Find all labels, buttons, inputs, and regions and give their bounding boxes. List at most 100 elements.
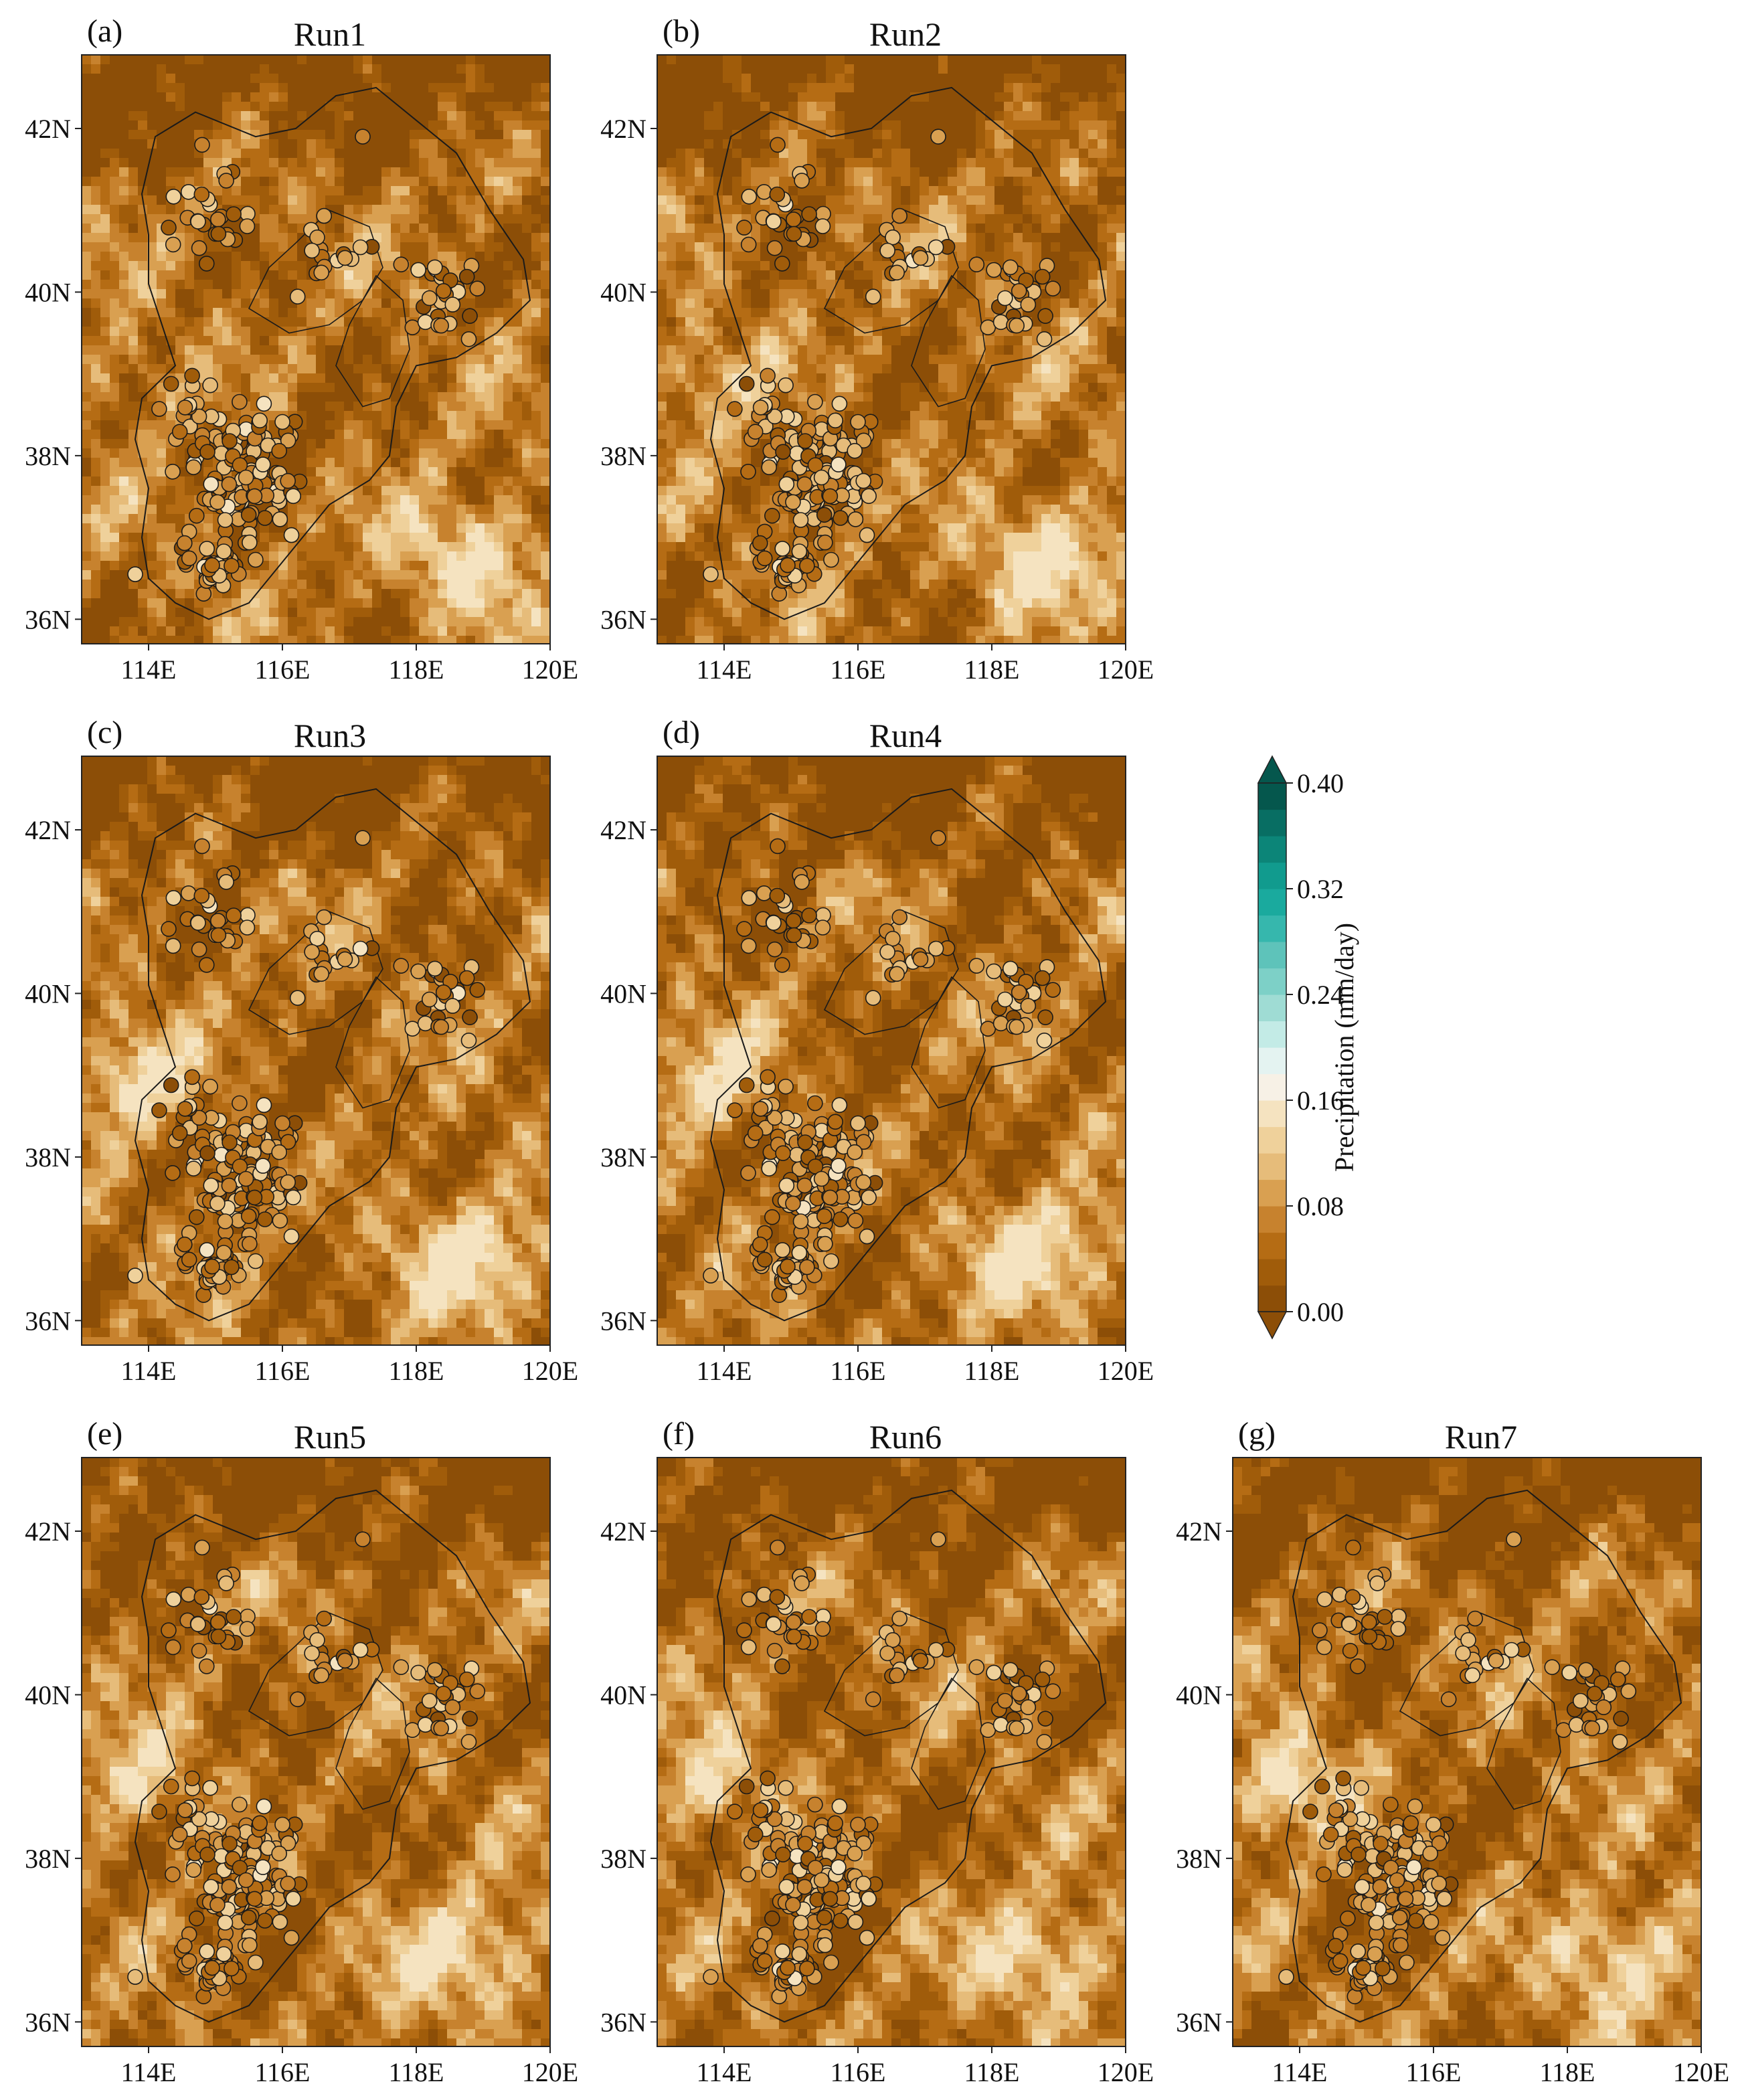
station-marker [847, 1845, 863, 1862]
lon-tick-label: 114E [697, 654, 752, 685]
lon-tick-label: 120E [1098, 654, 1154, 685]
station-marker [770, 1539, 786, 1556]
station-marker [444, 1699, 461, 1715]
station-marker [885, 229, 901, 246]
station-marker [792, 1915, 809, 1931]
station-marker [823, 1954, 839, 1971]
station-marker [1377, 1609, 1393, 1625]
station-marker [195, 586, 212, 602]
tianjin-boundary [911, 274, 986, 408]
station-marker [202, 377, 218, 393]
station-marker [1403, 1815, 1419, 1832]
station-marker [1434, 1929, 1451, 1946]
station-marker [774, 1943, 790, 1959]
lat-tick-label: 36N [600, 2007, 646, 2037]
station-marker [766, 1616, 782, 1632]
station-marker [1407, 1913, 1424, 1929]
station-marker [771, 1988, 788, 2005]
map-panel-3: 114E 116E 118E 120E 36N 38N 40N 42N (c) Run3 [25, 715, 578, 1386]
station-marker [191, 941, 207, 958]
station-marker [1383, 1860, 1399, 1876]
station-marker [460, 331, 477, 347]
station-marker [1036, 1733, 1053, 1750]
station-marker [410, 963, 426, 980]
station-marker [165, 1164, 181, 1181]
colorbar-tick-label: 0.32 [1297, 874, 1344, 904]
station-marker [1572, 1692, 1589, 1709]
station-marker [968, 1659, 985, 1676]
station-marker [199, 444, 215, 460]
station-marker [740, 1866, 756, 1883]
station-marker [801, 1609, 817, 1625]
panel-title: Run5 [294, 1418, 366, 1456]
station-marker [992, 314, 1009, 331]
station-marker [816, 1909, 833, 1926]
station-marker [161, 220, 177, 236]
colorbar-tick-label: 0.24 [1297, 980, 1344, 1010]
station-marker [458, 1671, 475, 1688]
station-marker [889, 966, 905, 982]
station-marker [210, 226, 227, 242]
station-marker [774, 256, 790, 272]
station-marker [1351, 1846, 1367, 1863]
station-marker [831, 456, 847, 472]
station-marker [761, 1862, 777, 1878]
station-marker [1584, 1720, 1601, 1737]
station-marker [232, 1095, 248, 1112]
lon-tick-label: 114E [697, 2057, 752, 2087]
lon-tick-label: 120E [1098, 1356, 1154, 1386]
station-marker [177, 1802, 193, 1818]
station-marker [189, 1209, 205, 1225]
precipitation-field [82, 55, 550, 644]
station-marker [222, 433, 238, 449]
station-marker [252, 412, 268, 429]
station-marker [184, 1770, 200, 1787]
station-marker [794, 874, 810, 890]
station-marker [794, 1575, 810, 1591]
station-marker [193, 186, 210, 203]
station-marker [740, 236, 757, 253]
station-marker [1436, 1891, 1453, 1907]
station-marker [847, 1213, 864, 1229]
station-marker [1354, 1878, 1371, 1895]
station-marker [1345, 1539, 1361, 1556]
station-marker [161, 921, 177, 937]
lon-tick-label: 120E [522, 654, 578, 685]
station-marker [817, 1937, 833, 1953]
station-markers [703, 1531, 1061, 2005]
station-marker [1620, 1683, 1637, 1700]
station-marker [831, 396, 848, 412]
station-marker [316, 909, 333, 926]
station-marker [460, 1733, 477, 1750]
station-marker [912, 1652, 929, 1669]
colorbar-label: Precipitation (mm/day) [1329, 923, 1359, 1172]
station-marker [756, 1587, 772, 1603]
station-marker [246, 1189, 263, 1206]
station-marker [766, 213, 782, 230]
colorbar-swatch [1258, 783, 1286, 810]
station-marker [807, 1796, 823, 1813]
province-boundary [709, 788, 1107, 1322]
station-marker [796, 476, 813, 493]
station-marker [785, 1897, 801, 1913]
station-marker [756, 1953, 773, 1970]
station-marker [1037, 1009, 1053, 1026]
station-marker [232, 1158, 248, 1174]
station-marker [1506, 1531, 1522, 1547]
panel-letter: (d) [663, 715, 700, 750]
lat-tick-label: 38N [25, 1844, 71, 1874]
station-marker [813, 1170, 830, 1187]
lon-tick-label: 120E [1673, 2057, 1729, 2087]
station-marker [248, 551, 264, 568]
station-marker [727, 401, 743, 417]
station-marker [248, 1954, 264, 1971]
station-marker [191, 1811, 207, 1828]
station-marker [736, 1622, 752, 1638]
colorbar-tick-label: 0.00 [1297, 1297, 1344, 1327]
station-marker [426, 259, 443, 276]
station-marker [1397, 1891, 1414, 1907]
station-marker [807, 1095, 823, 1112]
station-marker [199, 1145, 215, 1162]
lat-tick-label: 40N [25, 1680, 71, 1710]
station-marker [1009, 317, 1025, 334]
